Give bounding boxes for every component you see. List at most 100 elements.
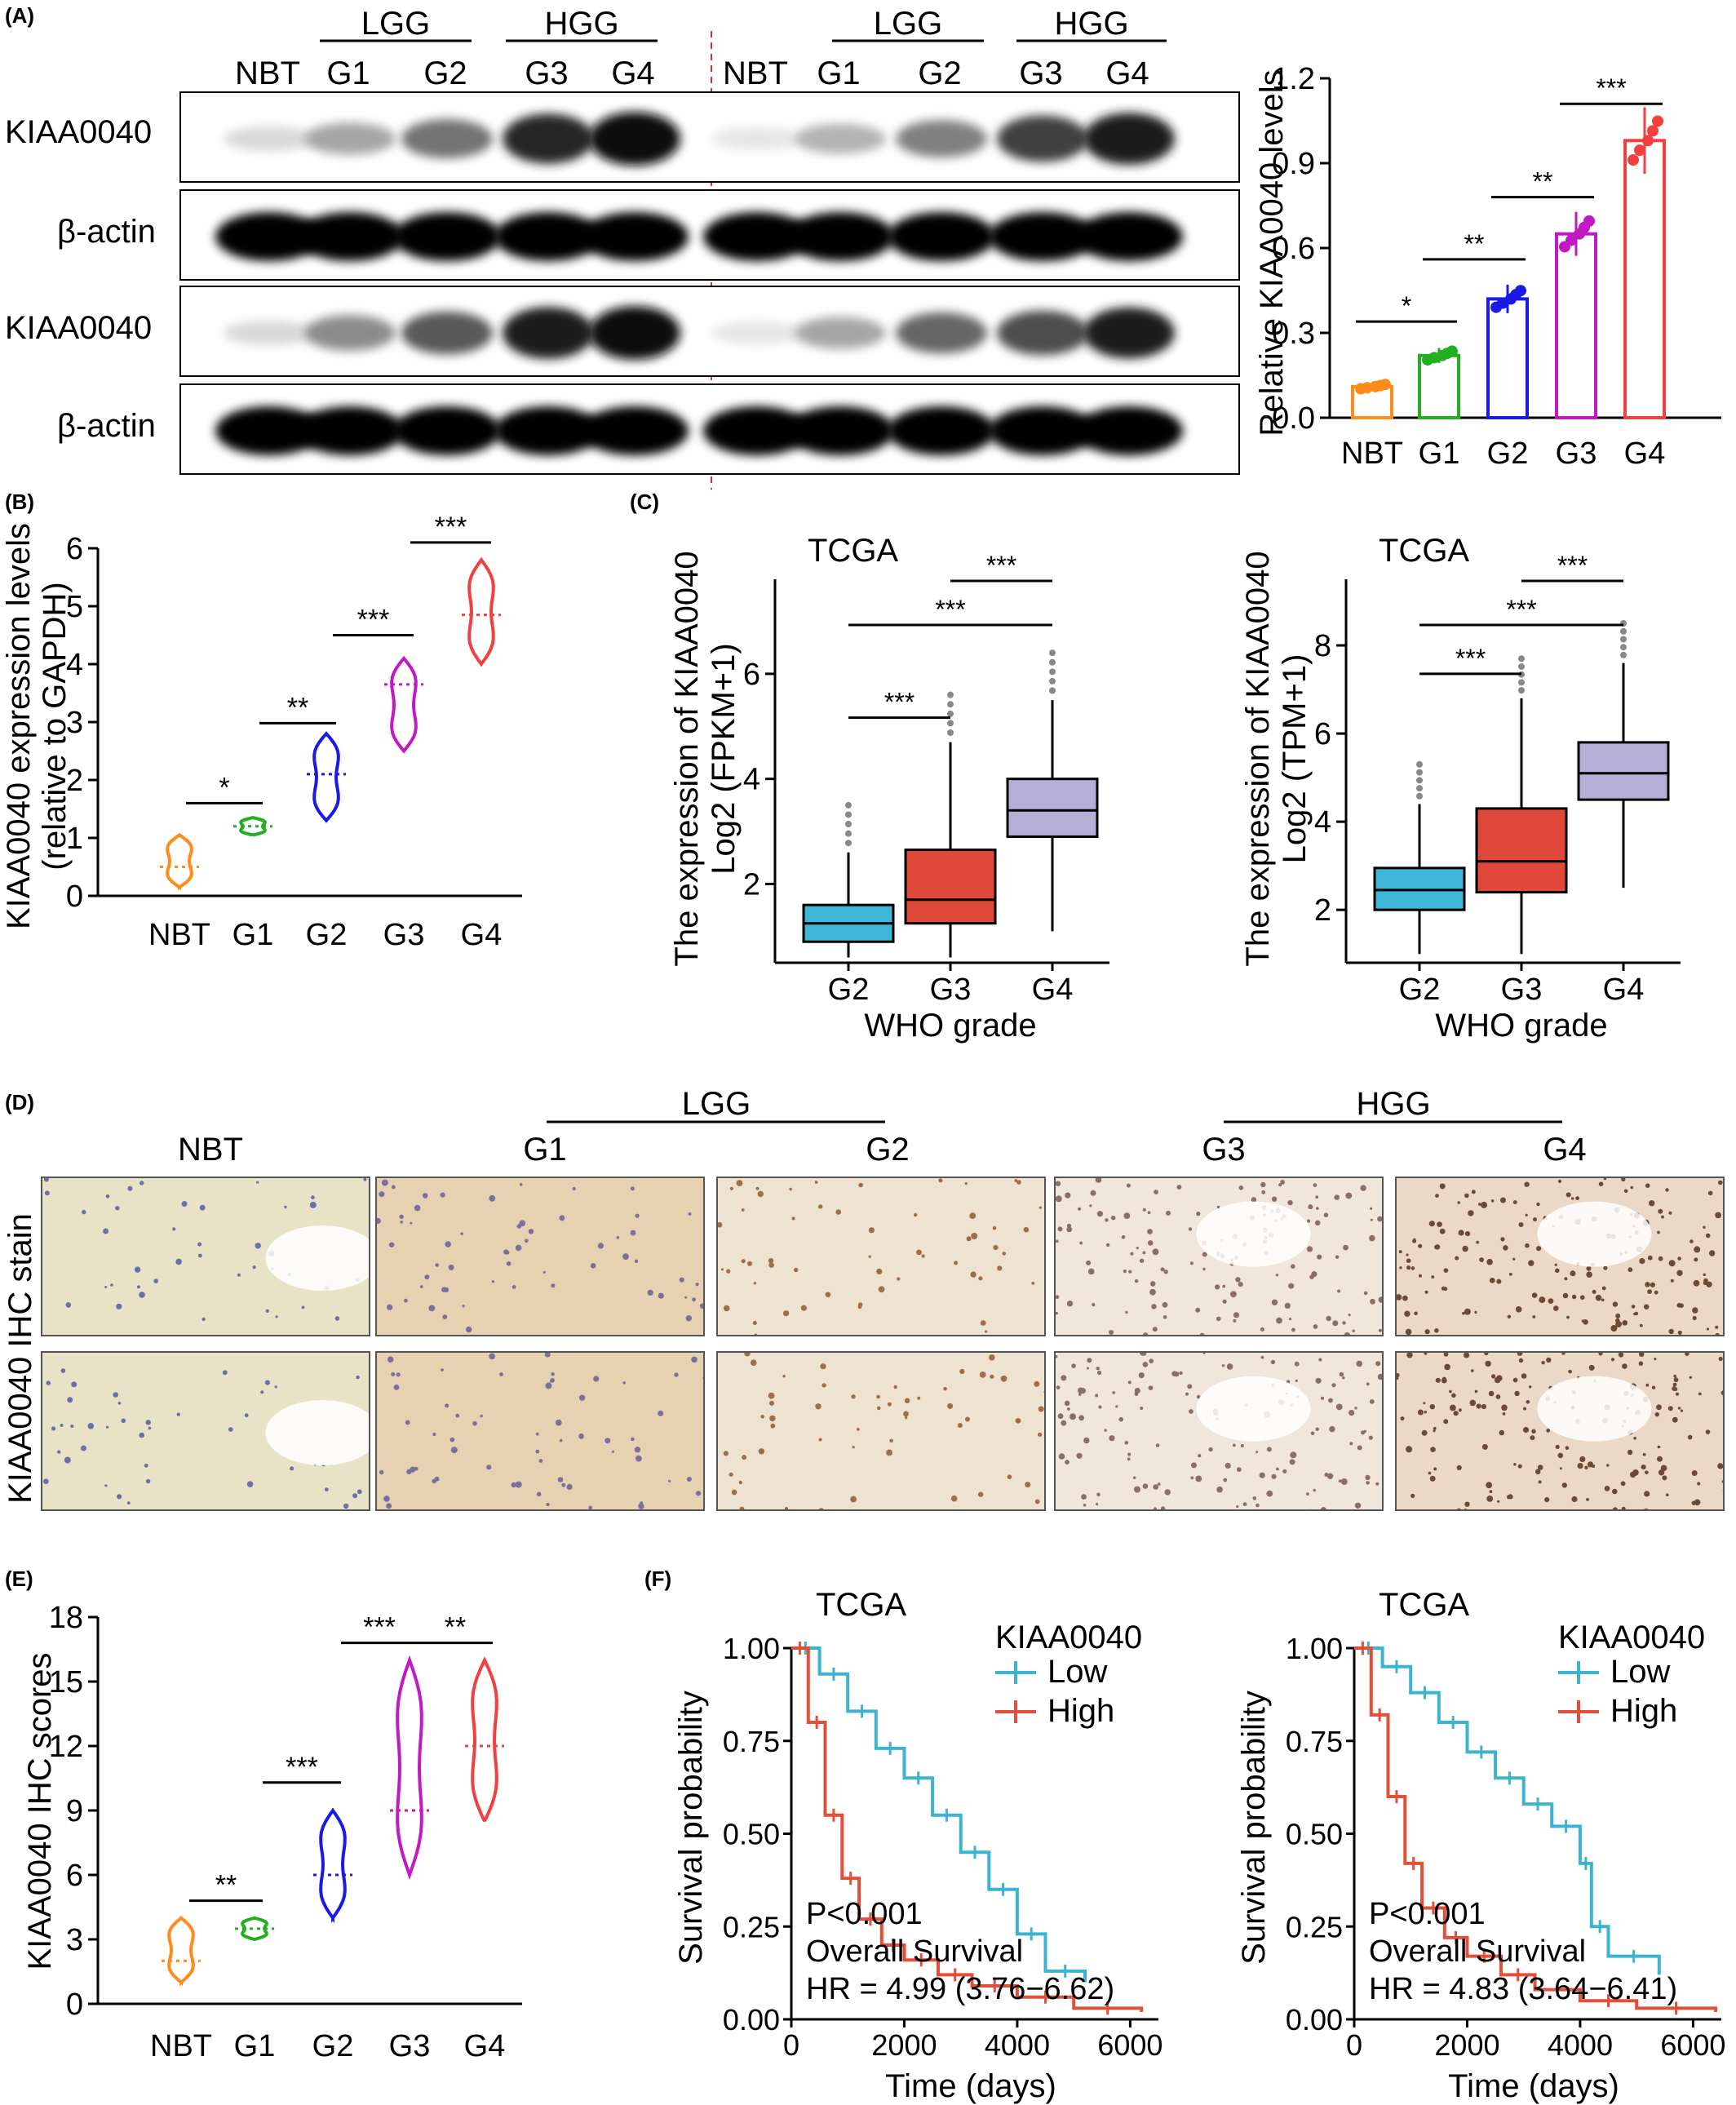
ihc-group-label: LGG (682, 1086, 751, 1122)
stained-nucleus (455, 1413, 460, 1418)
stained-nucleus (753, 1282, 757, 1285)
outlier-point (1620, 651, 1627, 658)
stained-nucleus (379, 1191, 385, 1198)
x-tick-label: G2 (1487, 437, 1529, 471)
stained-nucleus (1370, 1298, 1375, 1305)
stained-nucleus (1078, 1207, 1082, 1211)
y-tick-label: 0.0 (1272, 401, 1315, 436)
stained-nucleus (914, 1212, 918, 1217)
stained-nucleus (1706, 1281, 1712, 1287)
stained-nucleus (1115, 1405, 1118, 1408)
stained-nucleus (1223, 1478, 1228, 1482)
stained-nucleus (1256, 1503, 1260, 1508)
stained-nucleus (1629, 1471, 1636, 1478)
stained-nucleus (1066, 1226, 1073, 1233)
y-tick-label: 0.00 (1286, 2003, 1343, 2036)
stained-nucleus (1429, 1404, 1435, 1410)
stained-nucleus (566, 1483, 573, 1490)
ihc-image-g4-1 (1395, 1177, 1725, 1336)
stained-nucleus (857, 1305, 862, 1310)
blot-band (393, 212, 501, 261)
y-axis-label: The expression of KIAA0040 (669, 551, 705, 966)
stained-nucleus (561, 1482, 566, 1487)
y-tick-label: 2 (66, 764, 83, 798)
stained-nucleus (1056, 1355, 1058, 1358)
stained-nucleus (1086, 1260, 1092, 1265)
stained-nucleus (71, 1381, 78, 1388)
stained-nucleus (1658, 1256, 1663, 1261)
stained-nucleus (1435, 1377, 1441, 1383)
blot-strip-kiaa0040-1 (179, 91, 1240, 183)
stained-nucleus (1668, 1260, 1676, 1267)
stained-nucleus (1666, 1493, 1669, 1496)
stained-nucleus (1455, 1256, 1459, 1261)
stained-nucleus (921, 1254, 925, 1258)
stained-nucleus (1162, 1315, 1167, 1319)
stained-nucleus (1456, 1465, 1462, 1470)
stained-nucleus (1056, 1295, 1060, 1299)
stained-nucleus (1016, 1180, 1021, 1185)
stained-nucleus (858, 1182, 863, 1188)
outlier-point (1416, 760, 1423, 768)
stained-nucleus (1404, 1310, 1410, 1317)
outlier-point (947, 701, 954, 708)
y-axis-label: (relative to GAPDH) (37, 582, 73, 870)
stained-nucleus (1424, 1290, 1428, 1294)
stained-nucleus (938, 1178, 943, 1183)
chart-c-tpm-box: 2 4 6 8 The expression of KIAA0040 Log2 (TPM+… (1240, 533, 1681, 1044)
ihc-image-g1-1 (375, 1177, 705, 1336)
stained-nucleus (1276, 1467, 1279, 1471)
blot-band (393, 406, 501, 455)
stained-nucleus (1476, 1240, 1479, 1244)
stained-nucleus (1489, 1278, 1495, 1283)
stained-nucleus (228, 1427, 233, 1432)
stained-nucleus (1149, 1358, 1154, 1363)
stained-nucleus (1058, 1453, 1065, 1460)
stained-nucleus (876, 1268, 883, 1274)
stained-nucleus (1521, 1373, 1527, 1379)
y-tick-label: 0.3 (1272, 317, 1315, 351)
stained-nucleus (1458, 1408, 1462, 1412)
y-tick-label: 0.9 (1272, 147, 1315, 181)
stained-nucleus (410, 1466, 416, 1473)
stained-nucleus (1661, 1215, 1664, 1219)
stained-nucleus (1657, 1456, 1663, 1462)
stained-nucleus (1121, 1235, 1126, 1239)
stained-nucleus (1424, 1353, 1428, 1355)
y-axis-label: Relative KIAA0040 levels (1254, 69, 1290, 436)
stained-nucleus (1668, 1211, 1672, 1215)
stained-nucleus (1478, 1203, 1481, 1206)
stained-nucleus (1360, 1185, 1366, 1191)
stained-nucleus (110, 1283, 113, 1287)
stained-nucleus (404, 1298, 408, 1303)
legend-label: Low (1610, 1654, 1670, 1690)
stained-nucleus (1157, 1482, 1161, 1486)
stained-nucleus (1378, 1328, 1382, 1332)
chart-c-fpkm-box: 2 4 6 The expression of KIAA0040 Log2 (FPKM+… (669, 533, 1109, 1044)
stained-nucleus (1429, 1475, 1436, 1482)
stained-nucleus (1105, 1243, 1110, 1247)
stained-nucleus (1370, 1207, 1373, 1210)
stained-nucleus (197, 1253, 202, 1258)
stained-nucleus (1566, 1315, 1570, 1319)
stained-nucleus (1532, 1315, 1536, 1318)
stained-nucleus (783, 1310, 790, 1317)
stained-nucleus (405, 1420, 410, 1425)
stained-nucleus (1369, 1234, 1375, 1242)
stained-nucleus (1189, 1261, 1194, 1265)
stained-nucleus (1134, 1279, 1139, 1283)
stained-nucleus (1007, 1474, 1012, 1479)
y-tick-label: 6 (743, 658, 760, 692)
stained-nucleus (889, 1438, 893, 1443)
stained-nucleus (1142, 1483, 1149, 1489)
stained-nucleus (1202, 1252, 1207, 1257)
stained-nucleus (1642, 1452, 1646, 1456)
stained-nucleus (893, 1385, 897, 1389)
significance-label: *** (1596, 73, 1626, 103)
stained-nucleus (64, 1456, 71, 1464)
y-tick-label: 0.50 (1286, 1818, 1343, 1851)
stained-nucleus (1689, 1376, 1692, 1379)
stained-nucleus (424, 1274, 430, 1280)
stained-nucleus (1491, 1374, 1496, 1379)
panel-label-f: (F) (644, 1567, 672, 1591)
